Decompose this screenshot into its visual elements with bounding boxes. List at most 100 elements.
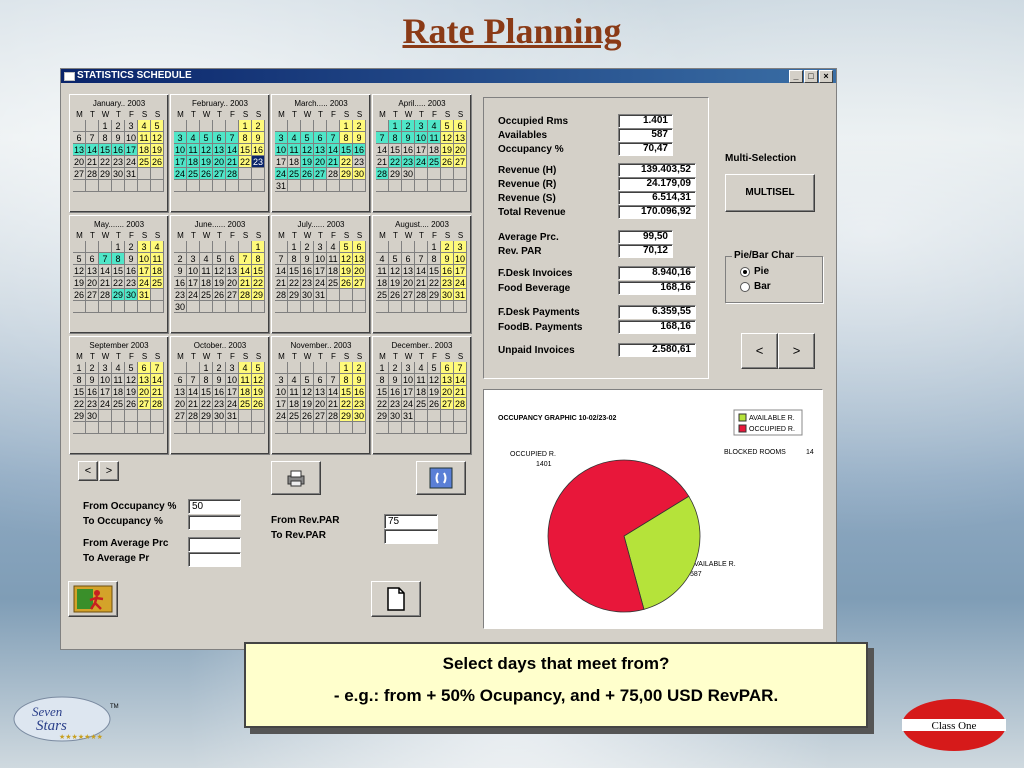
radio-bar[interactable]: Bar	[740, 281, 771, 292]
calendar-day[interactable]: 5	[428, 362, 441, 374]
calendar-day[interactable]: 20	[353, 265, 366, 277]
calendar-day[interactable]: 12	[441, 132, 454, 144]
calendar-day[interactable]: 12	[301, 386, 314, 398]
calendar-day[interactable]: 13	[73, 144, 86, 156]
calendar-day[interactable]: 28	[275, 289, 288, 301]
calendar-day[interactable]: 16	[125, 265, 138, 277]
calendar-day[interactable]: 10	[454, 253, 467, 265]
calendar-day[interactable]: 9	[252, 132, 265, 144]
calendar-day[interactable]: 22	[73, 398, 86, 410]
calendar-day[interactable]: 14	[327, 386, 340, 398]
calendar-day[interactable]: 18	[288, 398, 301, 410]
calendar-day[interactable]: 29	[428, 289, 441, 301]
calendar-day[interactable]: 15	[112, 265, 125, 277]
calendar-day[interactable]: 7	[327, 374, 340, 386]
calendar-day[interactable]: 11	[239, 374, 252, 386]
calendar-day[interactable]: 24	[275, 168, 288, 180]
calendar-day[interactable]: 4	[200, 253, 213, 265]
calendar-day[interactable]: 11	[288, 386, 301, 398]
calendar-day[interactable]: 27	[314, 410, 327, 422]
exit-button[interactable]	[68, 581, 118, 617]
calendar-day[interactable]: 17	[187, 277, 200, 289]
calendar-day[interactable]: 14	[226, 144, 239, 156]
to-average-input[interactable]	[188, 552, 241, 567]
calendar-day[interactable]: 27	[73, 168, 86, 180]
calendar-day[interactable]: 24	[138, 277, 151, 289]
calendar-day[interactable]: 25	[415, 398, 428, 410]
calendar-day[interactable]: 19	[428, 386, 441, 398]
calendar-day[interactable]: 1	[112, 241, 125, 253]
calendar-day[interactable]: 15	[73, 386, 86, 398]
calendar-day[interactable]: 11	[428, 132, 441, 144]
calendar-day[interactable]: 30	[389, 410, 402, 422]
calendar-day[interactable]: 13	[213, 144, 226, 156]
calendar-day[interactable]: 5	[301, 132, 314, 144]
period-next-button[interactable]: >	[778, 333, 815, 369]
calendar-day[interactable]: 30	[402, 168, 415, 180]
calendar-day[interactable]: 6	[353, 241, 366, 253]
calendar-day[interactable]: 4	[112, 362, 125, 374]
calendar-day[interactable]: 12	[389, 265, 402, 277]
calendar-day[interactable]: 20	[314, 156, 327, 168]
calendar-day[interactable]: 14	[327, 144, 340, 156]
calendar-day[interactable]: 8	[376, 374, 389, 386]
calendar-day[interactable]: 2	[402, 120, 415, 132]
calendar-day[interactable]: 22	[99, 156, 112, 168]
calendar-day[interactable]: 19	[301, 398, 314, 410]
calendar-day[interactable]: 10	[275, 144, 288, 156]
calendar-day[interactable]: 20	[402, 277, 415, 289]
calendar-day[interactable]: 24	[187, 289, 200, 301]
calendar-day[interactable]: 1	[428, 241, 441, 253]
calendar-day[interactable]: 31	[314, 289, 327, 301]
calendar-day[interactable]: 2	[86, 362, 99, 374]
radio-pie-circle[interactable]	[740, 266, 750, 277]
calendar-day[interactable]: 27	[213, 168, 226, 180]
calendar-day[interactable]: 8	[340, 374, 353, 386]
calendar-day[interactable]: 9	[125, 253, 138, 265]
calendar-day[interactable]: 26	[213, 289, 226, 301]
calendar-day[interactable]: 19	[252, 386, 265, 398]
calendar-day[interactable]: 27	[138, 398, 151, 410]
calendar-day[interactable]: 13	[454, 132, 467, 144]
calendar-day[interactable]: 31	[125, 168, 138, 180]
calendar-day[interactable]: 5	[252, 362, 265, 374]
calendar-day[interactable]: 2	[125, 241, 138, 253]
calendar-day[interactable]: 16	[301, 265, 314, 277]
calendar-day[interactable]: 24	[99, 398, 112, 410]
calendar-day[interactable]: 26	[428, 398, 441, 410]
calendar-day[interactable]: 4	[187, 132, 200, 144]
calendar-day[interactable]: 30	[112, 168, 125, 180]
calendar-day[interactable]: 22	[200, 398, 213, 410]
calendar-day[interactable]: 10	[138, 253, 151, 265]
calendar-day[interactable]: 4	[428, 120, 441, 132]
calendar-day[interactable]: 14	[151, 374, 164, 386]
calendar-day[interactable]: 26	[151, 156, 164, 168]
calendar-day[interactable]: 9	[301, 253, 314, 265]
calendar-day[interactable]: 15	[428, 265, 441, 277]
calendar-day[interactable]: 13	[353, 253, 366, 265]
calendar-day[interactable]: 17	[138, 265, 151, 277]
calendar-day[interactable]: 21	[327, 398, 340, 410]
calendar-day[interactable]: 29	[340, 410, 353, 422]
calendar-day[interactable]: 4	[288, 374, 301, 386]
calendar-day[interactable]: 2	[174, 253, 187, 265]
calendar-day[interactable]: 16	[402, 144, 415, 156]
calendar-day[interactable]: 14	[376, 144, 389, 156]
calendar-day[interactable]: 28	[239, 289, 252, 301]
calendar-day[interactable]: 11	[151, 253, 164, 265]
calendar-day[interactable]: 16	[441, 265, 454, 277]
calendar-day[interactable]: 7	[151, 362, 164, 374]
calendar-day[interactable]: 3	[99, 362, 112, 374]
calendar-day[interactable]: 5	[200, 132, 213, 144]
calendar-day[interactable]: 23	[213, 398, 226, 410]
calendar-day[interactable]: 1	[340, 362, 353, 374]
calendar-day[interactable]: 27	[402, 289, 415, 301]
radio-pie[interactable]: Pie	[740, 266, 769, 277]
calendar-day[interactable]: 18	[112, 386, 125, 398]
calendar-day[interactable]: 30	[441, 289, 454, 301]
calendar-day[interactable]: 25	[428, 156, 441, 168]
calendar-day[interactable]: 7	[454, 362, 467, 374]
calendar-day[interactable]: 22	[239, 156, 252, 168]
calendar-day[interactable]: 8	[340, 132, 353, 144]
calendar-day[interactable]: 16	[353, 144, 366, 156]
